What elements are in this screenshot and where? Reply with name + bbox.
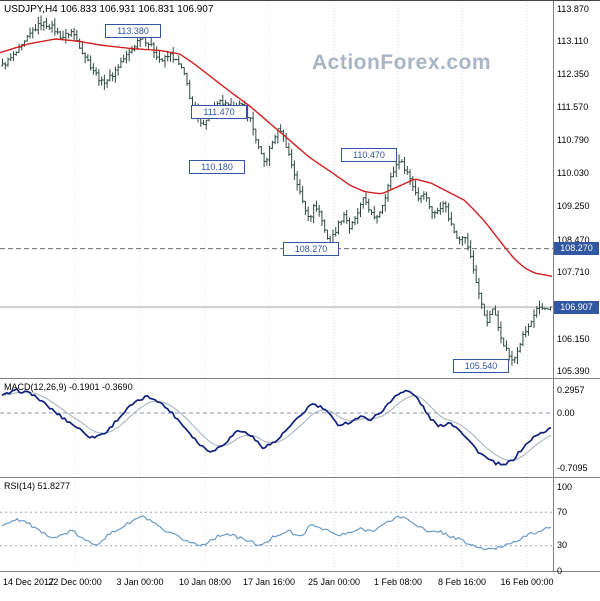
time-axis-label: 10 Jan 08:00 <box>178 577 232 587</box>
rsi-axis-tick: 100 <box>557 481 573 492</box>
rsi-indicator-label: RSI(14) 51.8277 <box>4 481 71 491</box>
time-axis-label: 1 Feb 08:00 <box>373 577 423 587</box>
price-axis-tick: 113.110 <box>557 36 589 46</box>
time-axis-label: 22 Dec 00:00 <box>48 577 102 587</box>
swing-price-annotation: 108.270 <box>283 242 339 257</box>
price-axis-tick: 113.870 <box>557 3 589 14</box>
swing-price-annotation: 105.540 <box>453 359 509 373</box>
time-axis-label: 8 Feb 16:00 <box>437 577 487 587</box>
time-axis-label: 17 Jan 16:00 <box>242 577 296 587</box>
price-line-badge: 108.270 <box>554 242 599 256</box>
swing-price-annotation: 113.380 <box>105 23 161 38</box>
swing-price-annotation: 110.180 <box>189 160 245 175</box>
macd-axis-tick: -0.7095 <box>557 462 588 473</box>
time-axis-label: 3 Jan 00:00 <box>116 577 164 587</box>
rsi-axis-tick: 30 <box>557 540 568 551</box>
symbol-ohlc-title: USDJPY,H4 106.833 106.931 106.831 106.90… <box>4 4 214 15</box>
rsi-axis-tick: 0 <box>557 565 563 576</box>
price-axis-tick: 111.570 <box>557 101 589 112</box>
time-axis-label: 25 Jan 00:00 <box>307 577 361 587</box>
macd-indicator-label: MACD(12,26,9) -0.1901 -0.3690 <box>4 382 133 392</box>
time-axis-label: 14 Dec 2017 <box>3 577 55 587</box>
watermark: ActionForex.com <box>312 51 492 74</box>
price-axis-tick: 108.470 <box>557 234 590 245</box>
macd-axis-tick: 0.2957 <box>557 384 585 395</box>
price-axis-tick: 106.150 <box>557 333 590 344</box>
price-axis-tick: 112.350 <box>557 68 589 79</box>
price-axis-tick: 107.710 <box>557 267 590 278</box>
rsi-axis-tick: 70 <box>557 506 568 517</box>
swing-price-annotation: 111.470 <box>191 105 247 120</box>
swing-price-annotation: 110.470 <box>341 148 397 162</box>
price-axis-tick: 105.390 <box>557 366 590 377</box>
price-axis-tick: 110.790 <box>557 135 589 146</box>
price-axis-tick: 110.030 <box>557 167 589 178</box>
price-line-badge: 106.907 <box>554 300 599 314</box>
price-axis-tick: 109.250 <box>557 201 590 212</box>
macd-axis-tick: 0.00 <box>557 407 575 418</box>
time-axis-label: 16 Feb 00:00 <box>500 577 554 587</box>
